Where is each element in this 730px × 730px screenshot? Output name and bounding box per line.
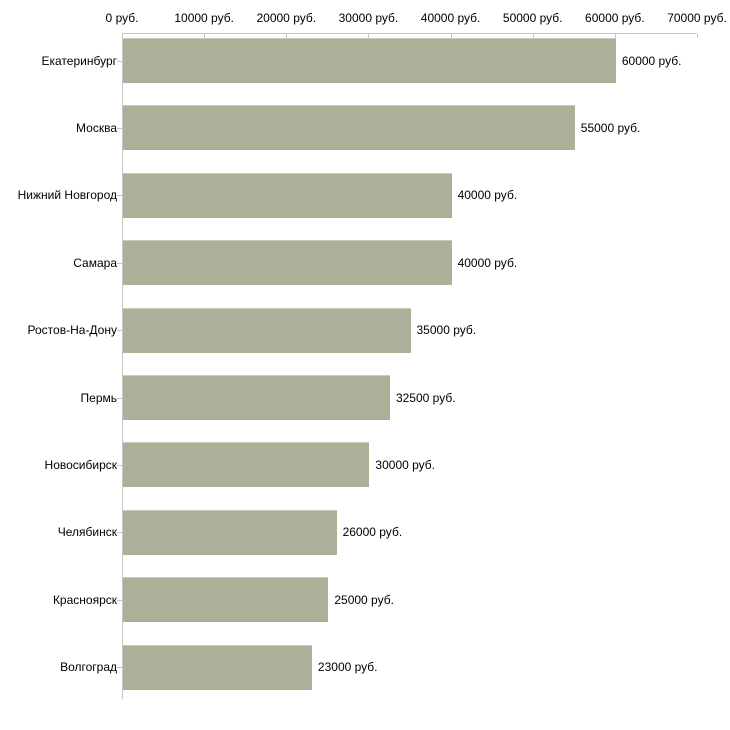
category-label: Нижний Новгород [17,188,117,203]
x-tick-mark [286,34,288,38]
bar [123,375,390,420]
x-tick-label: 0 руб. [105,11,139,25]
x-tick-label: 20000 руб. [256,11,317,25]
y-tick-mark [117,532,122,533]
x-axis-line [122,33,697,34]
bar-value-label: 40000 руб. [457,255,518,270]
y-tick-mark [117,128,122,129]
y-tick-mark [117,61,122,62]
bar-value-label: 32500 руб. [395,390,456,405]
bar-value-label: 55000 руб. [580,120,641,135]
bar [123,307,411,353]
y-tick-mark [117,398,122,399]
bar-value-label: 30000 руб. [375,457,436,472]
x-tick-mark [532,34,534,38]
bar [123,442,370,488]
bar-value-label: 23000 руб. [317,660,378,675]
bar-value-label: 26000 руб. [342,525,403,540]
category-label: Ростов-На-Дону [27,323,117,338]
y-tick-mark [117,600,122,601]
y-tick-mark [117,263,122,264]
bar-value-label: 40000 руб. [457,188,518,203]
x-tick-label: 50000 руб. [502,11,563,25]
x-tick-mark [697,34,698,38]
bar [123,172,452,218]
x-tick-label: 10000 руб. [174,11,234,25]
category-label: Самара [73,255,117,270]
bar-value-label: 35000 руб. [416,323,477,338]
bar-value-label: 25000 руб. [334,592,394,607]
x-tick-mark [368,34,370,38]
y-tick-mark [117,195,122,196]
category-label: Волгоград [60,660,117,675]
category-label: Новосибирск [44,457,117,472]
y-tick-mark [117,667,122,668]
x-tick-mark [450,34,452,38]
bar-value-label: 60000 руб. [621,53,682,68]
y-tick-mark [117,465,122,466]
x-tick-label: 40000 руб. [420,11,481,25]
x-tick-label: 30000 руб. [338,11,399,25]
category-label: Челябинск [57,525,117,540]
x-tick-mark [614,34,616,38]
bar [123,38,616,83]
bar [123,240,452,286]
y-tick-mark [117,330,122,331]
category-label: Москва [76,120,117,135]
bar [123,577,329,623]
y-axis-line [122,33,123,699]
x-tick-mark [204,34,206,38]
category-label: Пермь [80,390,117,405]
bar [123,105,575,151]
bar [123,509,337,555]
x-tick-label: 70000 руб. [667,11,727,25]
category-label: Красноярск [52,592,117,607]
bar [123,644,312,690]
x-tick-label: 60000 руб. [585,11,645,25]
category-label: Екатеринбург [41,53,118,68]
